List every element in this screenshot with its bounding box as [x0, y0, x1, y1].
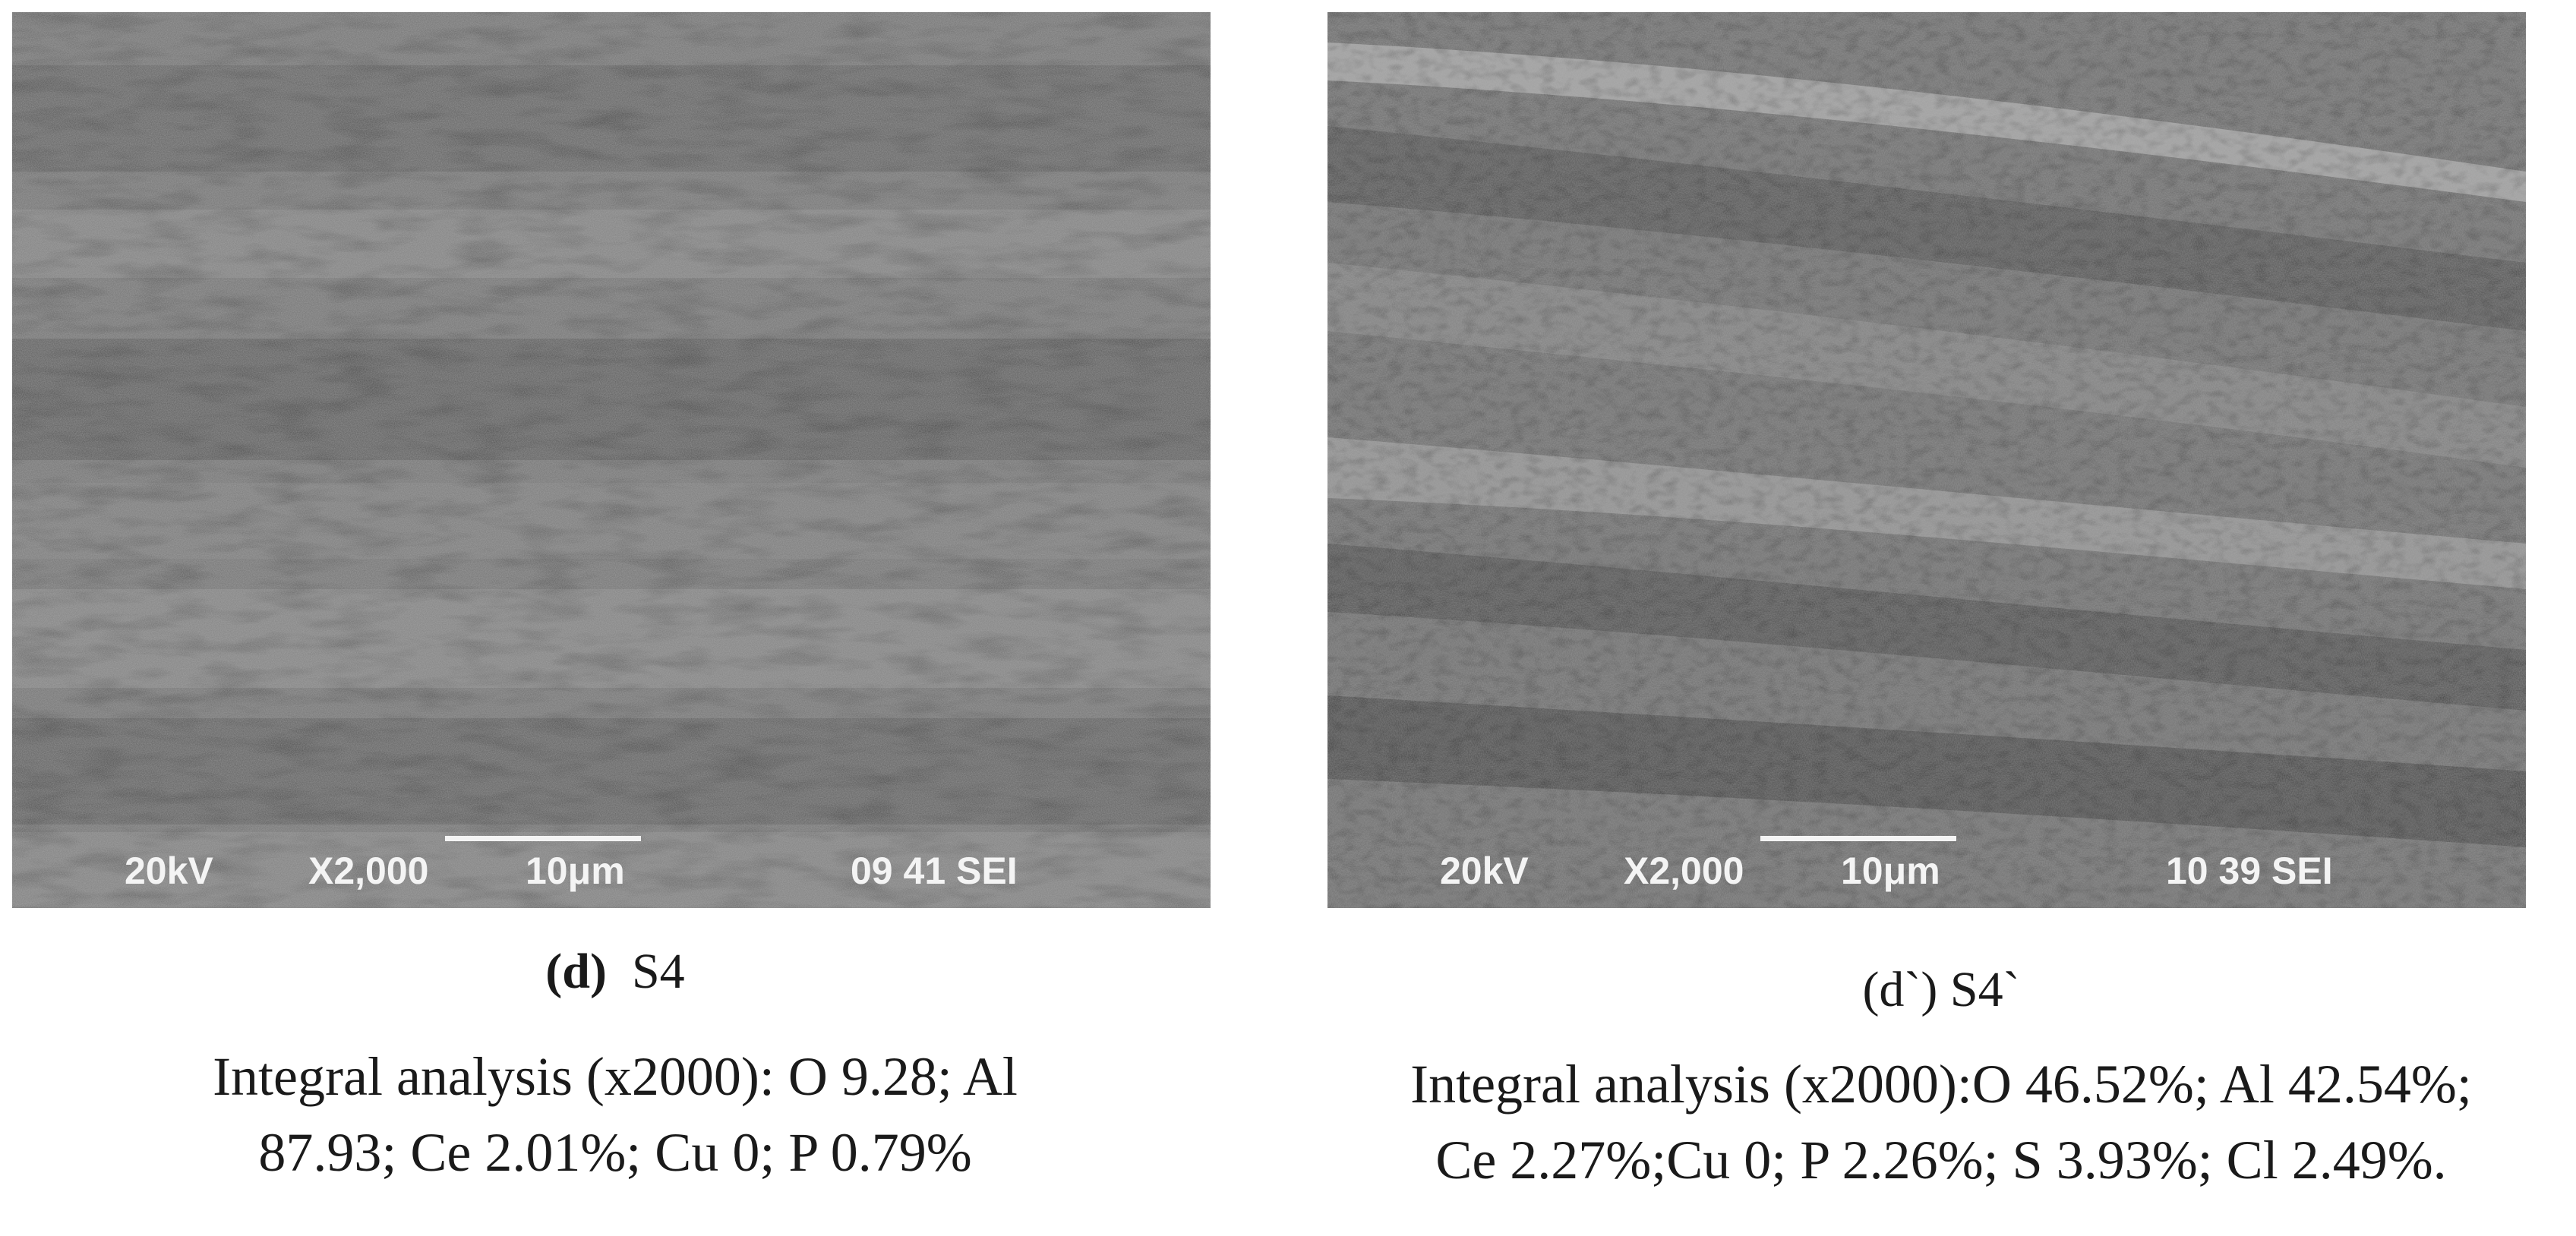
sem-image-code: 09 41 SEI [851, 850, 1018, 892]
panel-caption: (d) S4 [0, 940, 1230, 1004]
sem-micrograph-s4-prime: 20kV X2,000 10μm 10 39 SEI [1327, 12, 2526, 908]
analysis-line-2: Ce 2.27%;Cu 0; P 2.26%; S 3.93%; Cl 2.49… [1435, 1130, 2447, 1190]
sem-image-code: 10 39 SEI [2166, 850, 2333, 892]
integral-analysis-text: Integral analysis (x2000): O 9.28; Al 87… [0, 1039, 1230, 1190]
sem-info-bar: 20kV X2,000 10μm 09 41 SEI [12, 836, 1211, 908]
scale-bar [445, 836, 641, 841]
sample-name: S4 [631, 944, 685, 999]
panel-label: (d) [545, 944, 607, 999]
analysis-line-1: Integral analysis (x2000):O 46.52%; Al 4… [1410, 1054, 2472, 1115]
integral-analysis-text: Integral analysis (x2000):O 46.52%; Al 4… [1306, 1046, 2576, 1198]
panel-caption: (d`) S4` [1862, 962, 2020, 1017]
analysis-line-1: Integral analysis (x2000): O 9.28; Al [213, 1046, 1018, 1107]
sem-texture [12, 12, 1211, 908]
sem-magnification: X2,000 [1624, 850, 1744, 892]
sem-scale-label: 10μm [526, 850, 625, 892]
sem-voltage: 20kV [125, 850, 213, 892]
sem-magnification: X2,000 [308, 850, 429, 892]
sem-micrograph-s4: 20kV X2,000 10μm 09 41 SEI [12, 12, 1211, 908]
sem-voltage: 20kV [1440, 850, 1529, 892]
analysis-line-2: 87.93; Ce 2.01%; Cu 0; P 0.79% [258, 1122, 972, 1183]
sem-scale-label: 10μm [1841, 850, 1940, 892]
sem-info-bar: 20kV X2,000 10μm 10 39 SEI [1327, 836, 2526, 908]
scale-bar [1760, 836, 1956, 841]
sem-texture [1327, 12, 2526, 908]
